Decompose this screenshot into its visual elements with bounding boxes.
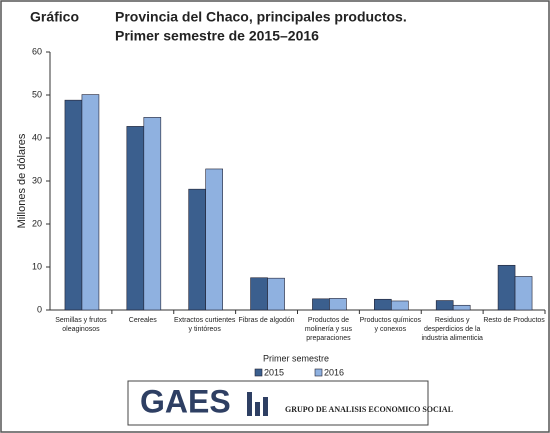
y-tick-label: 50: [32, 89, 42, 99]
bar: [188, 188, 206, 311]
legend-swatch: [254, 368, 263, 377]
bar: [452, 304, 471, 311]
x-tick-label: Extractos curtientes y tintóreos: [174, 317, 236, 333]
y-tick-label: 0: [37, 304, 42, 314]
logo-tagline: GRUPO DE ANALISIS ECONOMICO SOCIAL: [285, 405, 453, 414]
logo-icon: [247, 392, 268, 416]
x-tick-label: Fibras de algodón: [239, 317, 295, 324]
y-tick-label: 60: [32, 46, 42, 56]
x-tick-label: Semillas y frutos oleaginosos: [55, 317, 107, 333]
x-tick-label: Resto de Productos: [483, 317, 545, 324]
bar: [126, 126, 145, 311]
bar: [391, 300, 409, 311]
bar: [514, 276, 533, 311]
x-tick-label: Cereales: [129, 317, 158, 324]
logo-name: GAES: [140, 383, 231, 419]
x-tick-label: Productos de molinería y sus preparaciones: [305, 317, 353, 342]
y-tick-label: 30: [32, 175, 42, 185]
bar: [205, 168, 223, 311]
y-axis-label: Millones de dólares: [16, 133, 28, 228]
legend-swatch: [314, 368, 323, 377]
bar: [312, 298, 330, 311]
logo-box: [127, 380, 429, 426]
figure-label: Gráfico: [30, 9, 79, 25]
legend-label: 2016: [324, 367, 344, 377]
bar: [250, 277, 268, 311]
bar: [374, 298, 392, 311]
bar: [435, 300, 454, 311]
y-tick-label: 20: [32, 218, 42, 228]
bar: [497, 264, 516, 311]
x-tick-label: Productos químicos y conexos: [360, 317, 422, 333]
chart-title: Provincia del Chaco, principales product…: [115, 9, 407, 25]
legend-title: Primer semestre: [263, 353, 329, 363]
bar: [329, 298, 347, 311]
bar: [267, 277, 285, 311]
chart-subtitle: Primer semestre de 2015–2016: [115, 28, 319, 44]
y-tick-label: 40: [32, 132, 42, 142]
x-tick-label: Residuos y desperdicios de la industria al…: [421, 317, 483, 342]
bar: [81, 94, 100, 311]
bar: [143, 117, 162, 311]
bar: [64, 99, 83, 311]
y-tick-label: 10: [32, 261, 42, 271]
legend-label: 2015: [264, 367, 284, 377]
